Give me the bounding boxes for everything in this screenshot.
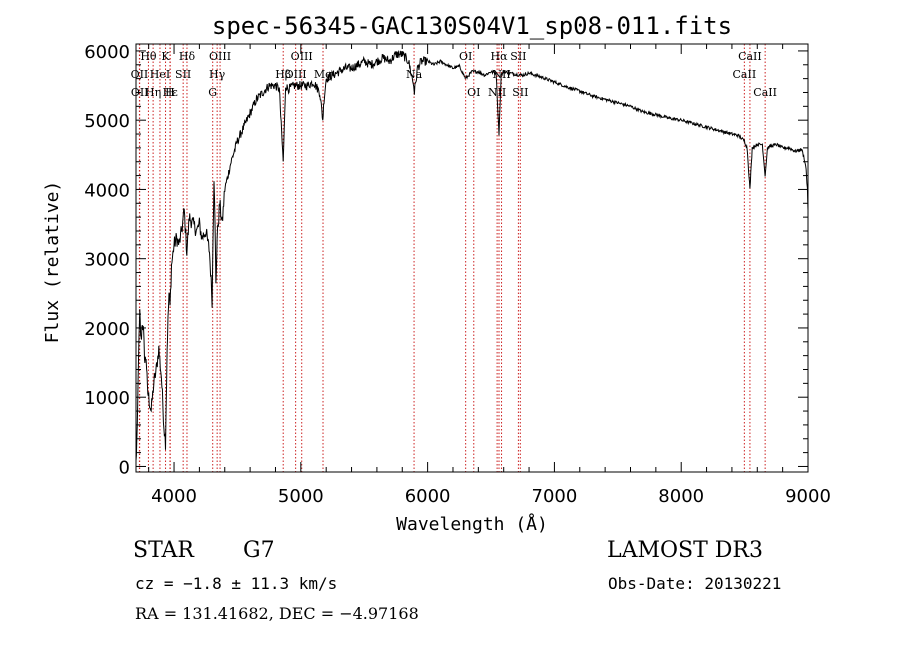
line-label-caii: CaII <box>733 68 757 81</box>
line-label-oiii: OIII <box>291 50 313 63</box>
line-label-na: Na <box>406 68 423 81</box>
line-label-sii: SII <box>510 50 526 63</box>
line-label-g: G <box>208 86 217 99</box>
line-label-oiii: OIII <box>209 50 231 63</box>
redshift-cz: cz = −1.8 ± 11.3 km/s <box>135 574 338 593</box>
y-axis-label: Flux (relative) <box>42 181 63 344</box>
x-tick-label: 7000 <box>532 486 578 507</box>
y-tick-label: 6000 <box>84 42 130 63</box>
line-label-caii: CaII <box>753 86 777 99</box>
line-label-hβ: Hβ <box>275 68 291 81</box>
ra-dec-coordinates: RA = 131.41682, DEC = −4.97168 <box>135 604 419 623</box>
x-axis-ticks: 4000 5000 6000 7000 8000 9000 <box>148 44 831 507</box>
spectrum-series-flux <box>135 49 809 461</box>
line-label-oi: OI <box>459 50 472 63</box>
line-label-h: H <box>165 86 175 99</box>
line-label-k: K <box>161 50 170 63</box>
x-tick-label: 9000 <box>785 486 831 507</box>
line-label-caii: CaII <box>738 50 762 63</box>
y-tick-label: 5000 <box>84 111 130 132</box>
line-label-hγ: Hγ <box>209 68 226 81</box>
line-label-sii: SII <box>512 86 528 99</box>
x-tick-label: 6000 <box>405 486 451 507</box>
y-axis-ticks: 0 1000 2000 3000 4000 5000 6000 <box>84 42 808 478</box>
line-label-sii: SII <box>175 68 191 81</box>
spectral-line-markers <box>138 44 766 472</box>
line-label-hη: Hη <box>145 86 161 99</box>
line-label-hθ: Hθ <box>140 50 157 63</box>
y-tick-label: 0 <box>119 457 130 478</box>
chart-title: spec-56345-GAC130S04V1_sp08-011.fits <box>212 12 732 40</box>
object-class: STAR <box>133 538 194 563</box>
line-label-oiii: OIII <box>285 68 307 81</box>
line-label-hε: Hε <box>163 86 179 99</box>
y-tick-label: 1000 <box>84 388 130 409</box>
x-tick-label: 5000 <box>278 486 324 507</box>
plot-frame <box>135 43 809 473</box>
line-label-hα: Hα <box>490 50 508 63</box>
line-label-oii: OII <box>131 68 149 81</box>
y-tick-label: 4000 <box>84 180 130 201</box>
line-label-oi: OI <box>467 86 480 99</box>
x-tick-label: 8000 <box>658 486 704 507</box>
y-tick-label: 2000 <box>84 319 130 340</box>
line-label-hδ: Hδ <box>179 50 196 63</box>
y-tick-label: 3000 <box>84 250 130 271</box>
x-axis-label: Wavelength (Å) <box>396 513 548 535</box>
survey-name: LAMOST DR3 <box>607 538 763 563</box>
x-tick-label: 4000 <box>151 486 197 507</box>
object-subclass: G7 <box>243 538 275 563</box>
line-label-hei: HeI <box>150 68 170 81</box>
observation-date: Obs-Date: 20130221 <box>608 574 782 593</box>
